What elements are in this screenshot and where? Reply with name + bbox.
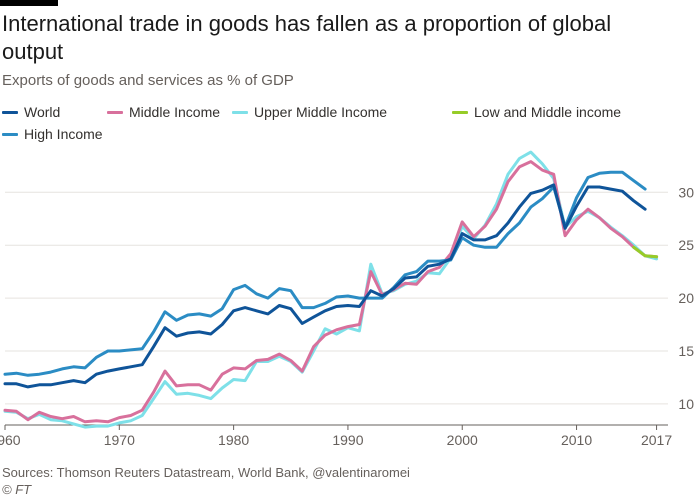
legend-label: Middle Income <box>129 104 221 120</box>
legend-swatch <box>2 132 18 136</box>
chart-subtitle: Exports of goods and services as % of GD… <box>2 72 294 89</box>
x-tick-label: 2000 <box>447 432 478 448</box>
x-axis: 1960 1970 1980 1990 2000 2010 2017 <box>0 424 672 448</box>
y-tick-label: 20 <box>678 290 694 306</box>
series-line-upper-middle-income <box>3 150 659 429</box>
series-line-world <box>3 183 647 389</box>
y-tick-label: 15 <box>678 343 694 359</box>
legend-item: World <box>2 104 107 120</box>
x-tick-label: 2010 <box>561 432 592 448</box>
series-line-middle-income <box>3 160 659 424</box>
legend-item: Low and Middle income <box>452 104 652 120</box>
legend-swatch <box>107 110 123 114</box>
source-note: Sources: Thomson Reuters Datastream, Wor… <box>2 465 410 480</box>
legend-swatch <box>232 110 248 114</box>
series-lines <box>3 150 659 429</box>
series-line-low-and-middle-income <box>632 245 659 259</box>
legend-label: Low and Middle income <box>474 104 622 120</box>
x-tick-label: 1980 <box>218 432 249 448</box>
legend-label: World <box>24 104 61 120</box>
legend-item: High Income <box>2 126 103 142</box>
y-tick-label: 10 <box>678 396 694 412</box>
legend-swatch <box>452 110 468 114</box>
legend-label: Upper Middle Income <box>254 104 388 120</box>
y-tick-label: 25 <box>678 237 694 253</box>
chart-legend: World Middle Income Upper Middle Income Low… <box>2 104 682 142</box>
x-tick-label: 1960 <box>0 432 21 448</box>
series-line-high-income <box>3 170 647 377</box>
legend-item: Upper Middle Income <box>232 104 452 120</box>
chart-title: International trade in goods has fallen … <box>2 11 612 64</box>
credit-note: © FT <box>2 482 32 497</box>
legend-label: High Income <box>24 126 103 142</box>
x-tick-label: 1990 <box>332 432 363 448</box>
x-tick-label: 2017 <box>641 432 672 448</box>
y-axis-ticks: 10 15 20 25 30 <box>678 184 694 412</box>
x-tick-label: 1970 <box>104 432 135 448</box>
brand-bar <box>0 0 58 6</box>
legend-swatch <box>2 110 18 114</box>
legend-item: Middle Income <box>107 104 232 120</box>
y-tick-label: 30 <box>678 184 694 200</box>
